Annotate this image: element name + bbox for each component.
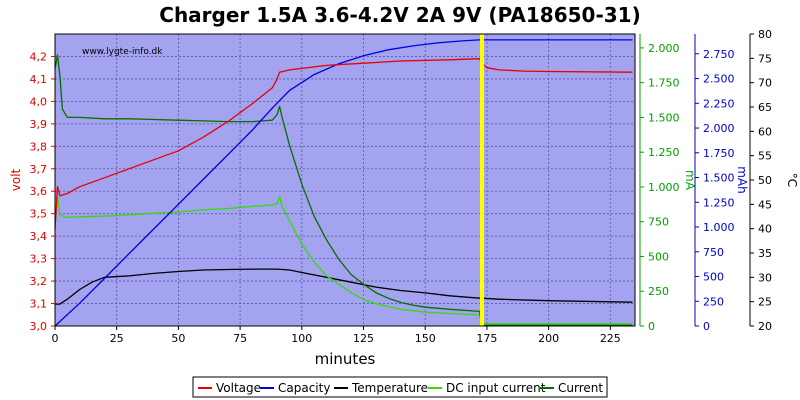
mA-tick-label: 2.000	[648, 42, 680, 55]
legend-label: Capacity	[278, 381, 330, 395]
mA-tick-label: 1.250	[648, 146, 680, 159]
mA-tick-label: 0	[648, 320, 655, 333]
x-tick-label: 225	[600, 332, 621, 345]
temp-tick-label: 45	[758, 198, 772, 211]
mAh-tick-label: 1.500	[703, 172, 735, 185]
series-layer	[54, 39, 633, 327]
temp-tick-label: 50	[758, 174, 772, 187]
temp-tick-label: 25	[758, 296, 772, 309]
plot-frame	[54, 33, 636, 327]
legend-box	[192, 376, 608, 398]
mAh-axis-label: mAh	[735, 166, 749, 194]
x-tick-label: 150	[415, 332, 436, 345]
series-line-capacity	[54, 39, 633, 327]
temp-tick-label: 70	[758, 77, 772, 90]
mAh-tick-label: 2.250	[703, 97, 735, 110]
x-tick-label: 75	[233, 332, 247, 345]
volt-tick-label: 3,1	[30, 298, 48, 311]
mAh-tick-label: 0	[703, 320, 710, 333]
volt-tick-label: 3,8	[30, 140, 48, 153]
x-tick-label: 100	[291, 332, 312, 345]
mA-tick-label: 250	[648, 285, 669, 298]
series-line-voltage	[54, 58, 633, 230]
legend-label: DC input current	[446, 381, 546, 395]
temp-tick-label: 65	[758, 101, 772, 114]
axes-layer: 0 25 50 75 100 125 150 175 200 2253,03,13,23,33,4…	[9, 28, 799, 345]
mA-tick-label: 1.500	[648, 111, 680, 124]
mA-tick-label: 1.000	[648, 181, 680, 194]
legend-label: Temperature	[351, 381, 428, 395]
mAh-tick-label: 750	[703, 246, 724, 259]
volt-tick-label: 3,3	[30, 253, 48, 266]
volt-axis-label: volt	[9, 168, 23, 191]
temp-tick-label: 20	[758, 320, 772, 333]
temp-tick-label: 40	[758, 223, 772, 236]
legend-label: Voltage	[216, 381, 261, 395]
volt-tick-label: 3,6	[30, 185, 48, 198]
mA-tick-label: 1.750	[648, 77, 680, 90]
temp-tick-label: 30	[758, 271, 772, 284]
volt-tick-label: 3,5	[30, 208, 48, 221]
x-tick-label: 125	[353, 332, 374, 345]
plot-area	[55, 34, 635, 326]
chart-title: Charger 1.5A 3.6-4.2V 2A 9V (PA18650-31)	[159, 3, 640, 27]
mAh-tick-label: 2.750	[703, 48, 735, 61]
x-tick-label: 200	[538, 332, 559, 345]
series-line-dc-input-current	[54, 196, 633, 325]
mA-axis-label: mA	[683, 170, 697, 191]
x-tick-label: 25	[110, 332, 124, 345]
legend-label: Current	[558, 381, 603, 395]
volt-tick-label: 3,7	[30, 163, 48, 176]
temp-tick-label: 80	[758, 28, 772, 41]
mA-tick-label: 500	[648, 250, 669, 263]
temp-tick-label: 35	[758, 247, 772, 260]
mAh-tick-label: 2.000	[703, 122, 735, 135]
series-line-temperature	[55, 268, 633, 305]
mAh-tick-label: 500	[703, 271, 724, 284]
volt-tick-label: 4,1	[30, 73, 48, 86]
volt-tick-label: 3,4	[30, 230, 48, 243]
mAh-tick-label: 2.500	[703, 73, 735, 86]
volt-tick-label: 3,9	[30, 118, 48, 131]
mAh-tick-label: 1.250	[703, 196, 735, 209]
temp-tick-label: 55	[758, 150, 772, 163]
x-tick-label: 175	[476, 332, 497, 345]
mAh-tick-label: 250	[703, 295, 724, 308]
temp-tick-label: 60	[758, 125, 772, 138]
volt-tick-label: 3,0	[30, 320, 48, 333]
mA-tick-label: 750	[648, 216, 669, 229]
end-of-charge-marker	[479, 34, 484, 326]
series-line-current	[54, 54, 633, 326]
watermark: www.lygte-info.dk	[82, 47, 163, 57]
volt-tick-label: 3,2	[30, 275, 48, 288]
legend: Voltage Capacity Temperature DC input curre…	[192, 376, 608, 398]
x-axis-label: minutes	[315, 350, 376, 368]
mAh-tick-label: 1.000	[703, 221, 735, 234]
x-tick-label: 0	[52, 332, 59, 345]
temp-axis-label: °C	[785, 173, 799, 187]
x-tick-label: 50	[171, 332, 185, 345]
temp-tick-label: 75	[758, 52, 772, 65]
volt-tick-label: 4,2	[30, 50, 48, 63]
mAh-tick-label: 1.750	[703, 147, 735, 160]
volt-tick-label: 4,0	[30, 95, 48, 108]
